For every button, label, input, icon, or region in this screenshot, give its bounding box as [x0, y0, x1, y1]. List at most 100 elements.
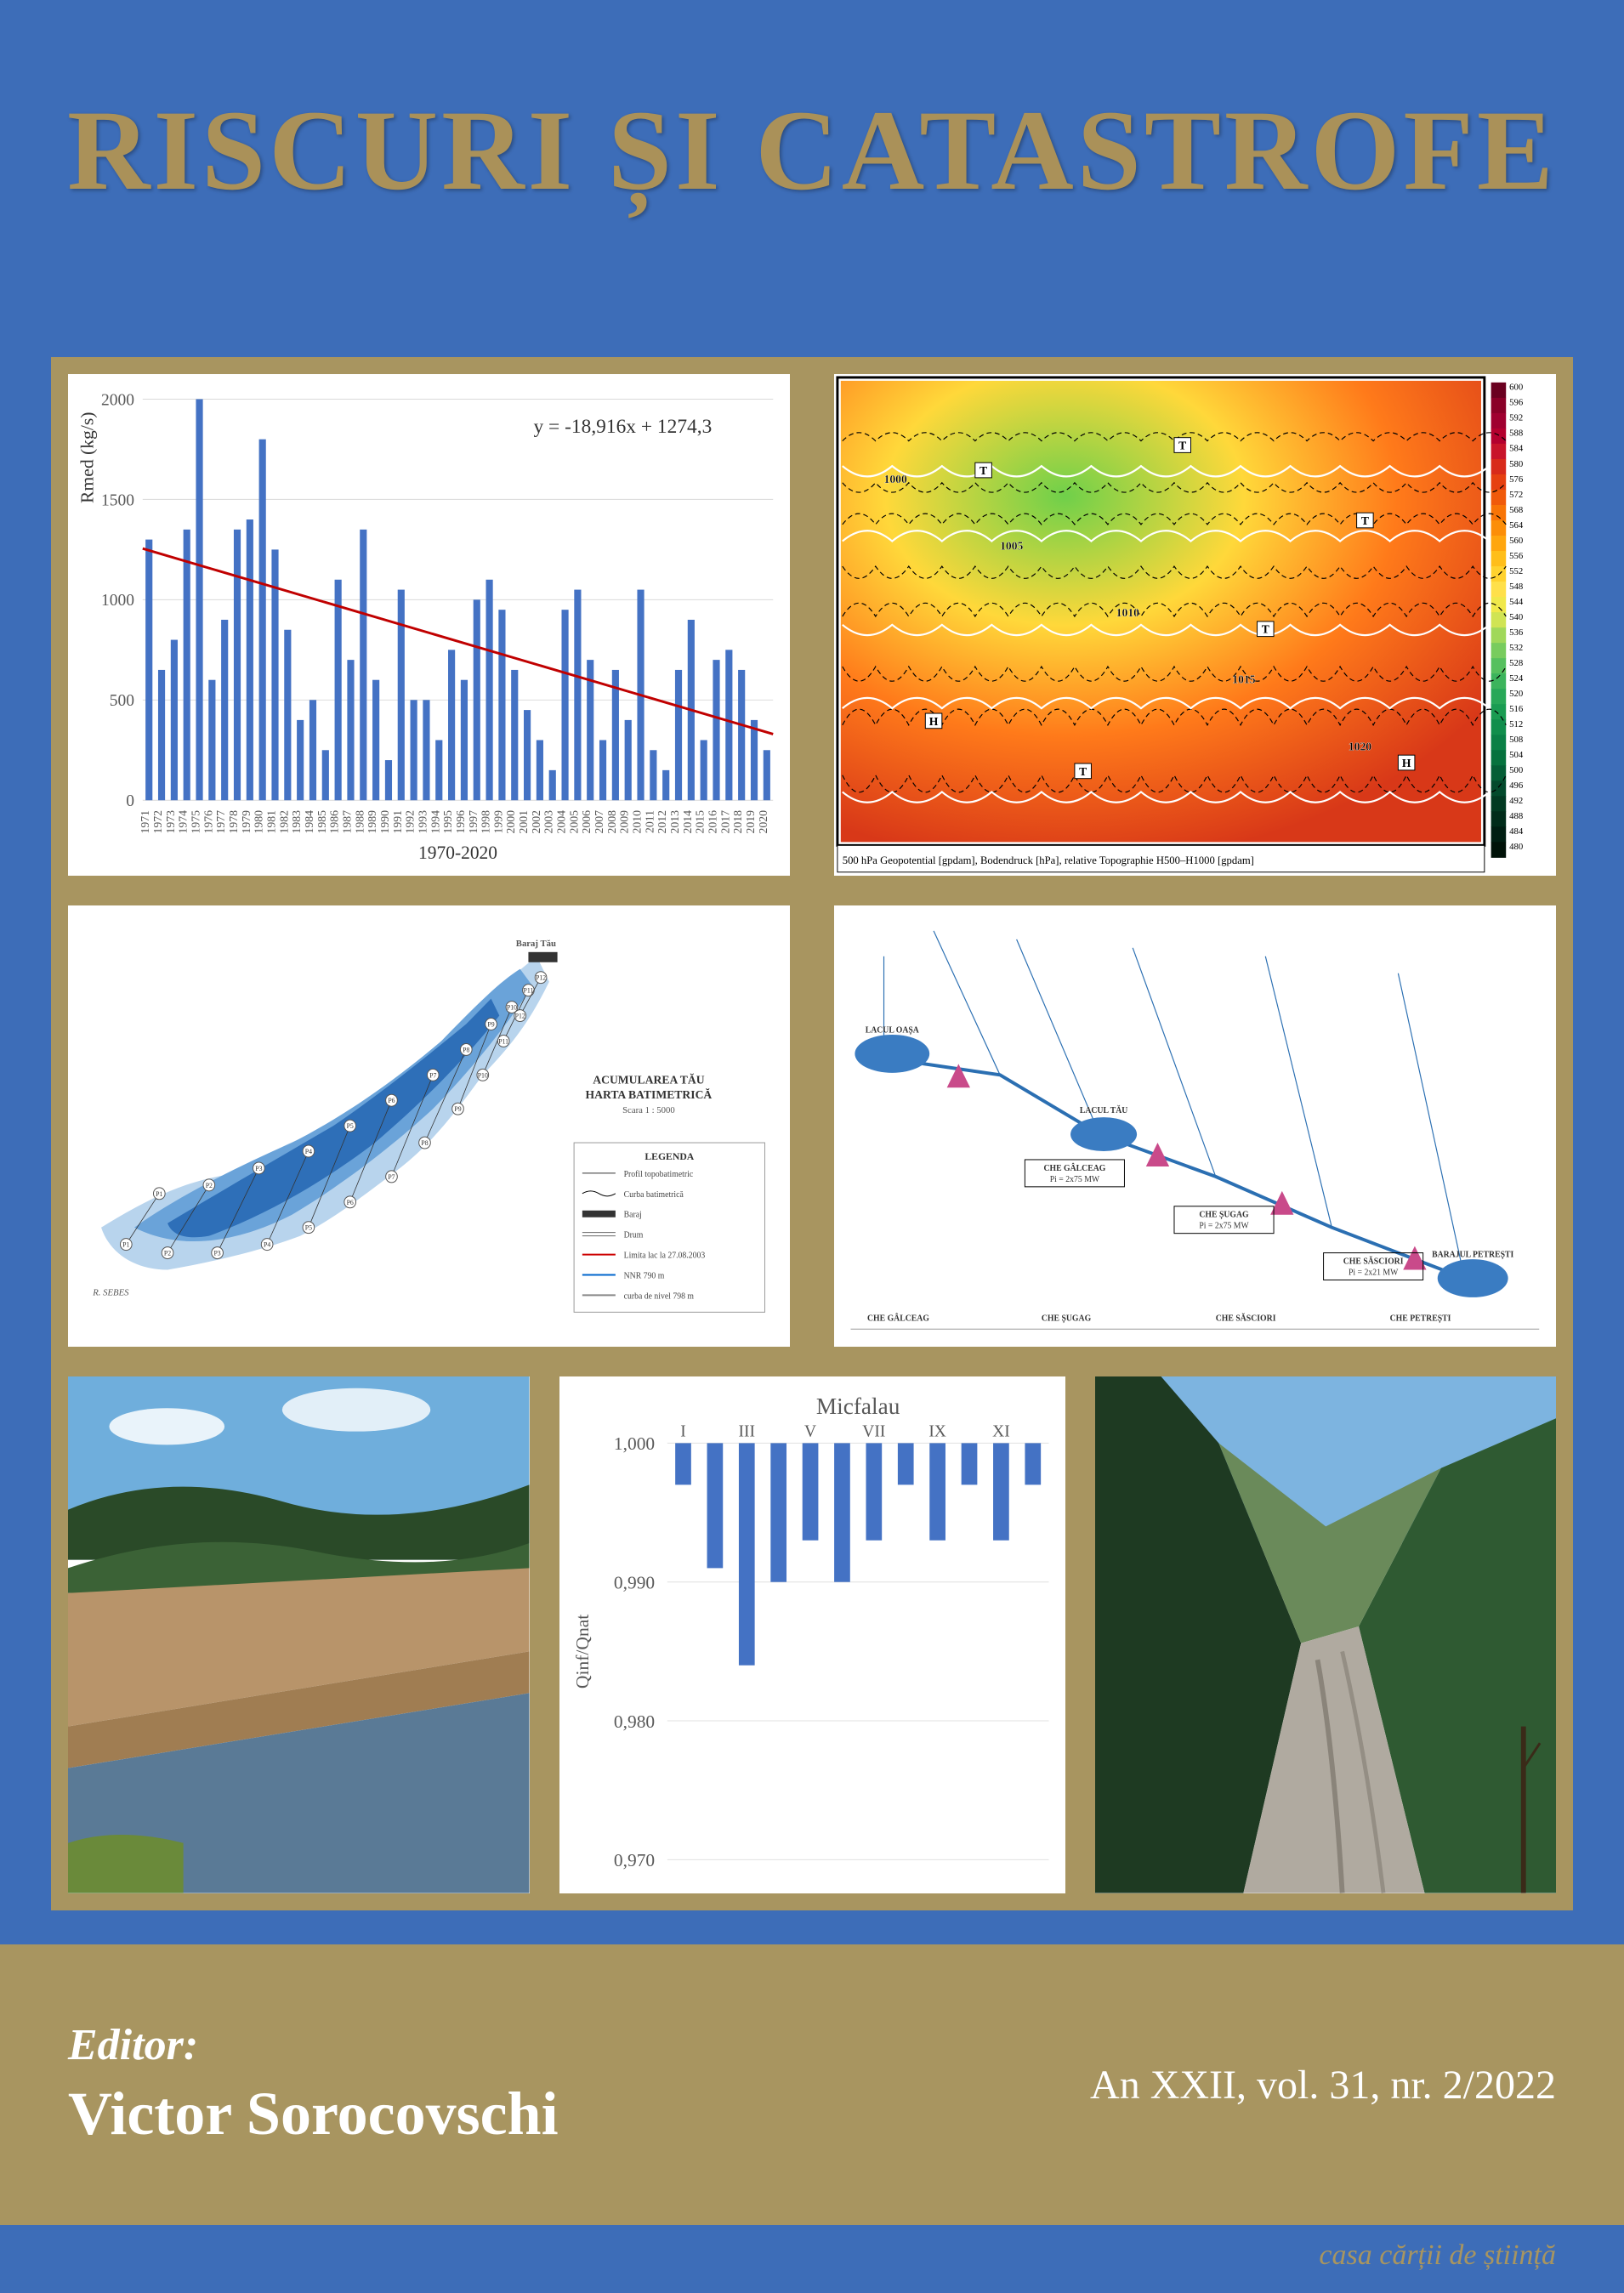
svg-text:1974: 1974: [177, 810, 190, 834]
svg-text:532: 532: [1509, 643, 1523, 653]
svg-text:2003: 2003: [542, 810, 555, 834]
svg-text:LEGENDA: LEGENDA: [644, 1150, 694, 1162]
svg-text:P8: P8: [421, 1139, 428, 1147]
panel-weather-map: 6005965925885845805765725685645605565525…: [834, 374, 1556, 876]
svg-text:CHE GÂLCEAG: CHE GÂLCEAG: [1044, 1163, 1106, 1173]
svg-text:P9: P9: [487, 1021, 494, 1029]
svg-text:2013: 2013: [668, 810, 681, 834]
svg-text:T: T: [1079, 765, 1087, 778]
svg-text:1996: 1996: [454, 810, 467, 834]
svg-text:0,970: 0,970: [613, 1851, 654, 1871]
svg-text:1984: 1984: [303, 810, 315, 834]
svg-text:2004: 2004: [555, 810, 568, 834]
svg-text:1985: 1985: [315, 810, 328, 834]
svg-text:P11: P11: [498, 1038, 508, 1046]
svg-text:III: III: [738, 1423, 754, 1441]
editor-label: Editor:: [68, 2020, 559, 2070]
svg-text:Pi = 2x21 MW: Pi = 2x21 MW: [1349, 1269, 1399, 1278]
riverbed-photo-svg: [1095, 1376, 1557, 1893]
svg-text:1997: 1997: [467, 810, 480, 834]
svg-text:2000: 2000: [504, 810, 517, 834]
svg-text:1977: 1977: [214, 810, 227, 834]
svg-text:480: 480: [1509, 842, 1523, 852]
svg-text:T: T: [1178, 439, 1186, 451]
svg-text:1971: 1971: [139, 810, 151, 834]
svg-text:Micfalau: Micfalau: [815, 1393, 900, 1419]
svg-text:Pi = 2x75 MW: Pi = 2x75 MW: [1200, 1222, 1250, 1231]
svg-text:1970-2020: 1970-2020: [418, 843, 497, 863]
svg-text:2011: 2011: [643, 810, 656, 833]
svg-text:ACUMULAREA TĂU: ACUMULAREA TĂU: [593, 1073, 704, 1087]
svg-text:2008: 2008: [605, 810, 618, 834]
svg-text:2009: 2009: [618, 810, 631, 834]
svg-text:1991: 1991: [391, 810, 404, 834]
svg-text:Rmed (kg/s): Rmed (kg/s): [77, 412, 97, 503]
issue-info: An XXII, vol. 31, nr. 2/2022: [1090, 2062, 1556, 2109]
svg-text:2018: 2018: [731, 810, 744, 834]
svg-text:0,980: 0,980: [613, 1711, 654, 1732]
svg-text:P6: P6: [347, 1199, 354, 1206]
svg-text:P7: P7: [388, 1173, 395, 1181]
panel-reservoir-photo: [68, 1376, 530, 1893]
svg-text:2010: 2010: [631, 810, 644, 834]
svg-text:0,990: 0,990: [613, 1573, 654, 1593]
svg-text:P2: P2: [206, 1182, 213, 1189]
svg-text:1987: 1987: [341, 810, 354, 834]
svg-text:H: H: [929, 715, 939, 728]
panel-bathymetric-map: Baraj TăuP1P1P2P2P3P3P4P4P5P5P6P6P7P7P8P…: [68, 905, 790, 1346]
svg-text:NNR 790 m: NNR 790 m: [624, 1272, 665, 1281]
svg-text:2016: 2016: [707, 810, 719, 834]
svg-text:Pi = 2x75 MW: Pi = 2x75 MW: [1050, 1175, 1100, 1184]
svg-text:y = -18,916x + 1274,3: y = -18,916x + 1274,3: [533, 416, 712, 438]
svg-text:1986: 1986: [328, 810, 341, 834]
svg-text:CHE PETREȘTI: CHE PETREȘTI: [1390, 1314, 1451, 1324]
svg-text:588: 588: [1509, 429, 1523, 439]
svg-text:568: 568: [1509, 505, 1523, 515]
svg-text:IX: IX: [928, 1423, 946, 1441]
svg-text:2001: 2001: [517, 810, 530, 834]
svg-text:1005: 1005: [1000, 539, 1023, 552]
svg-text:P12: P12: [515, 1013, 525, 1020]
svg-text:536: 536: [1509, 627, 1524, 638]
svg-text:XI: XI: [992, 1423, 1010, 1441]
svg-text:2007: 2007: [593, 810, 605, 834]
hydropower-schema-svg: CHE GÂLCEAGPi = 2x75 MWCHE ȘUGAGPi = 2x7…: [834, 905, 1556, 1346]
svg-text:528: 528: [1509, 658, 1523, 668]
svg-text:488: 488: [1509, 811, 1523, 821]
svg-text:P10: P10: [507, 1004, 517, 1012]
publisher-name: casa cărții de știință: [1319, 2239, 1556, 2272]
svg-text:HARTA BATIMETRICĂ: HARTA BATIMETRICĂ: [586, 1088, 713, 1102]
panel-riverbed-photo: [1095, 1376, 1557, 1893]
svg-text:2012: 2012: [656, 810, 668, 834]
micfalau-chart-svg: Micfalau0,9700,9800,9901,000Qinf/QnatIII…: [559, 1376, 1065, 1893]
svg-text:1982: 1982: [277, 810, 290, 834]
svg-text:P6: P6: [388, 1098, 395, 1105]
footer-bar: Editor: Victor Sorocovschi An XXII, vol.…: [0, 1944, 1624, 2225]
svg-text:Baraj: Baraj: [624, 1211, 642, 1220]
svg-text:Baraj Tău: Baraj Tău: [516, 939, 556, 949]
svg-text:T: T: [1361, 514, 1369, 527]
svg-text:1975: 1975: [190, 810, 202, 834]
svg-text:520: 520: [1509, 689, 1523, 699]
svg-text:1978: 1978: [227, 810, 240, 834]
svg-text:P10: P10: [478, 1072, 488, 1080]
editor-name: Victor Sorocovschi: [68, 2079, 559, 2149]
svg-text:600: 600: [1509, 383, 1523, 393]
svg-text:Limita lac la 27.08.2003: Limita lac la 27.08.2003: [624, 1252, 706, 1261]
svg-text:548: 548: [1509, 582, 1523, 592]
panel-micfalau-chart: Micfalau0,9700,9800,9901,000Qinf/QnatIII…: [559, 1376, 1065, 1893]
svg-text:560: 560: [1509, 536, 1523, 546]
svg-text:2000: 2000: [101, 391, 134, 409]
svg-text:524: 524: [1509, 673, 1524, 684]
svg-text:1992: 1992: [404, 810, 417, 834]
svg-text:P2: P2: [164, 1250, 171, 1257]
svg-text:1983: 1983: [290, 810, 303, 834]
svg-text:564: 564: [1509, 520, 1524, 531]
svg-text:596: 596: [1509, 398, 1524, 408]
svg-text:2017: 2017: [718, 810, 731, 834]
svg-text:2005: 2005: [567, 810, 580, 834]
svg-text:P12: P12: [536, 974, 546, 982]
svg-text:2019: 2019: [744, 810, 757, 834]
bathymetric-svg: Baraj TăuP1P1P2P2P3P3P4P4P5P5P6P6P7P7P8P…: [68, 905, 790, 1346]
svg-text:500 hPa Geopotential [gpdam],: 500 hPa Geopotential [gpdam], Bodendruck…: [843, 854, 1254, 866]
